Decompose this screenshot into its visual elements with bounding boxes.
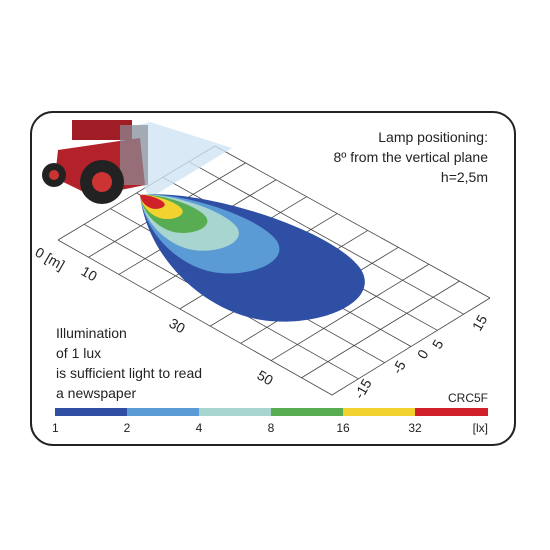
scale-label: 8 [268,421,275,435]
scale-label: [lx] [473,421,488,435]
scale-label: 4 [196,421,203,435]
positioning-line: 8º from the vertical plane [333,149,488,165]
front-hub [49,170,59,180]
grid-line [214,145,491,299]
scale-segment [55,408,127,416]
distance-label: 10 [79,263,101,285]
note-line: is sufficient light to read [56,365,202,381]
lateral-label: 15 [469,312,491,334]
grid-line [331,297,491,396]
zone-32lx [140,194,165,209]
positioning-line: h=2,5m [441,169,488,185]
light-pattern [140,194,365,322]
scale-segment [199,408,271,416]
note-line: Illumination [56,325,127,341]
rear-hub [92,172,112,192]
scale-label: 2 [124,421,131,435]
scale-segment [127,408,199,416]
color-scale: 1 2 4 8 16 32 [lx] [52,408,488,435]
scale-label: 1 [52,421,59,435]
note-line: of 1 lux [56,345,101,361]
scale-segment [271,408,343,416]
scale-segment [415,408,488,416]
grid-line [188,161,464,315]
positioning-line: Lamp positioning: [378,129,488,145]
tractor [42,120,148,204]
scale-label: 16 [336,421,350,435]
grid-line [57,239,333,396]
note-line: a newspaper [56,385,137,401]
scale-segment [343,408,415,416]
light-cone [128,122,232,198]
tractor-cab [72,120,132,140]
scale-label: 32 [408,421,422,435]
tractor-front [120,125,148,185]
grid-line [270,263,430,361]
distance-label: 30 [167,315,189,337]
grid-line [301,280,460,379]
model-code: CRC5F [448,391,488,405]
distance-label: 50 [255,367,277,389]
